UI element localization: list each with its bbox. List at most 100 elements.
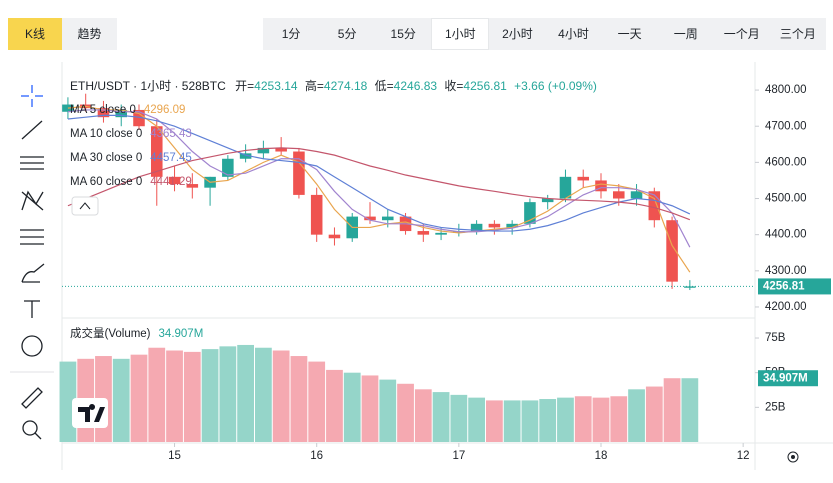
ohlc-value: 4253.14 — [254, 79, 298, 93]
ma-value: 4457.45 — [150, 152, 192, 164]
volume-bar — [681, 378, 699, 442]
hline-tool[interactable] — [20, 156, 44, 170]
volume-bar — [663, 378, 681, 442]
zoom-tool[interactable] — [22, 420, 42, 440]
interval-tab[interactable]: 1小时 — [431, 18, 490, 50]
candle-body — [328, 234, 341, 239]
ohlc-value: 4256.81 — [463, 79, 507, 93]
candle-body — [648, 191, 661, 221]
chart-header: ETH/USDT · 1小时 · 528BTC 开=4253.14 高=4274… — [70, 78, 597, 93]
candle-body — [62, 104, 74, 112]
volume-bar — [397, 383, 414, 442]
candle-body — [364, 216, 376, 221]
fib-tool[interactable] — [20, 229, 44, 245]
ohlc-value: 4246.83 — [394, 79, 438, 93]
interval-tab[interactable]: 一个月 — [723, 27, 760, 41]
ma-value: 4441.29 — [150, 176, 192, 188]
interval-tab[interactable]: 15分 — [390, 27, 416, 41]
candle-body — [133, 109, 145, 127]
candle-body — [310, 194, 323, 235]
volume-badge — [758, 370, 818, 387]
tv-logo — [72, 398, 108, 428]
volume-bar — [379, 379, 397, 442]
candle-body — [630, 191, 643, 199]
candle-body — [275, 147, 287, 152]
candle-body — [222, 158, 234, 177]
settings-icon[interactable] — [787, 451, 799, 463]
collapse-button[interactable] — [71, 196, 99, 216]
volume-bar — [468, 397, 485, 442]
candle-body — [381, 216, 394, 221]
interval-tab[interactable]: 5分 — [337, 27, 357, 41]
y-tick-label: 4300.00 — [765, 265, 807, 277]
candle-body — [577, 176, 590, 181]
ohlc-label: 收= — [444, 79, 463, 93]
ma-value: 4365.43 — [150, 128, 192, 140]
y-tick-label: 4400.00 — [765, 229, 807, 241]
volume-bar — [343, 372, 361, 442]
volume-bar — [290, 356, 308, 442]
candle-body — [150, 126, 163, 177]
ma-legend: MA 10 close 0 4365.43 — [70, 128, 192, 140]
interval-tab[interactable]: 三个月 — [779, 27, 816, 41]
ohlc-value: 4274.18 — [324, 79, 368, 93]
volume-bar — [201, 349, 219, 442]
candle-body — [293, 151, 305, 195]
ma-line — [67, 105, 691, 273]
interval-tab[interactable]: 一周 — [673, 27, 698, 41]
candle-body — [186, 184, 199, 188]
volume-bar — [219, 346, 237, 442]
y-tick-label: 75B — [765, 332, 786, 344]
interval-tab[interactable]: 一天 — [617, 27, 642, 41]
y-tick-label: 4600.00 — [765, 156, 807, 168]
interval-tab[interactable]: 1分 — [281, 27, 301, 41]
pattern-tool[interactable] — [21, 190, 44, 211]
candle-body — [115, 109, 128, 118]
emoji-tool[interactable] — [21, 335, 43, 357]
tab[interactable]: 趋势 — [62, 18, 117, 50]
candle-body — [239, 153, 252, 159]
text-tool[interactable] — [24, 300, 40, 318]
ohlc-label: 开= — [235, 79, 254, 93]
ohlc-label: 高= — [305, 78, 324, 93]
volume-bar — [112, 358, 130, 442]
y-tick-label: 4800.00 — [765, 84, 807, 96]
volume-bar — [272, 350, 290, 442]
candle-body — [97, 108, 110, 118]
volume-bar — [450, 394, 468, 442]
candle-body — [470, 223, 483, 232]
x-tick-label: 18 — [595, 450, 608, 462]
y-tick-label: 4500.00 — [765, 193, 807, 205]
ma-line — [67, 109, 691, 248]
ma-name: MA 10 close 0 — [70, 128, 142, 140]
last-price-badge — [758, 278, 831, 295]
volume-bar — [539, 399, 557, 442]
ma-name: MA 5 close 0 — [70, 104, 136, 116]
x-tick-label: 16 — [310, 450, 323, 462]
volume-badge-label: 34.907M — [763, 372, 808, 384]
volume-bar — [432, 392, 450, 442]
ma-legend: MA 60 close 0 4441.29 — [70, 176, 192, 188]
ma-legend: MA 30 close 0 4457.45 — [70, 152, 192, 164]
volume-bar — [237, 344, 254, 442]
line-tool[interactable] — [21, 120, 43, 140]
plot: 4200.00 4300.00 4400.00 4500.00 4600.00 4700.… — [59, 84, 831, 462]
interval-tab[interactable]: 4小时 — [558, 27, 589, 41]
brush-tool[interactable] — [21, 263, 45, 283]
volume-bar — [610, 396, 628, 442]
ma-name: MA 30 close 0 — [70, 152, 142, 164]
candle-body — [524, 202, 536, 224]
interval-tab[interactable]: 2小时 — [502, 27, 533, 41]
crosshair-tool[interactable] — [21, 85, 43, 107]
change: +3.66 (+0.09%) — [514, 79, 597, 93]
ma-legend: MA 5 close 0 4296.09 — [70, 104, 185, 116]
toolbar — [10, 85, 54, 440]
volume-bar — [326, 369, 343, 442]
volume-bar — [557, 397, 574, 442]
y-tick-label: 25B — [765, 401, 786, 413]
volume-bar — [628, 389, 645, 442]
ruler-tool[interactable] — [21, 387, 43, 409]
tab[interactable]: K线 — [8, 18, 62, 50]
volume-bar — [574, 396, 592, 442]
